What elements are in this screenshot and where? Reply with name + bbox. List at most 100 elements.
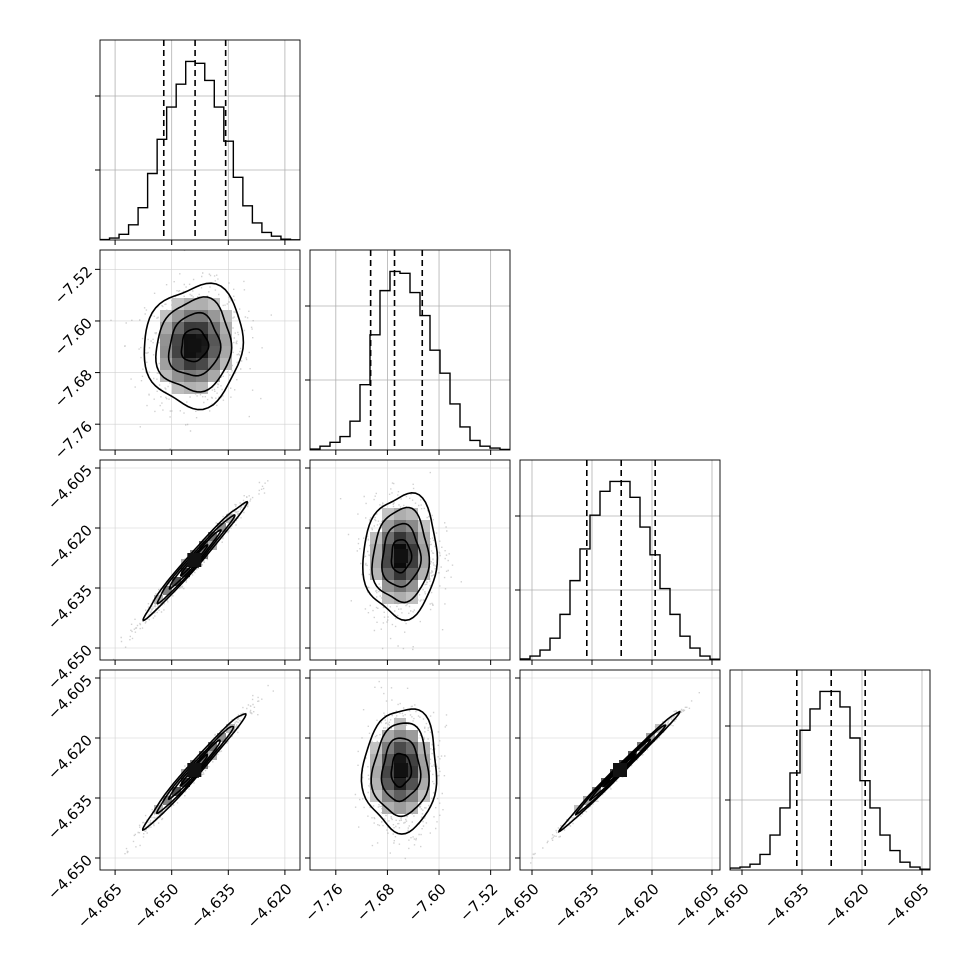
contour-line-2 (156, 514, 236, 605)
density-layer (100, 670, 300, 870)
density-cell (370, 544, 382, 556)
y-tick-label: −7.76 (51, 417, 96, 462)
histogram-panel-0 (95, 39, 301, 245)
density-cell (220, 310, 232, 322)
density-cell (418, 520, 430, 532)
contour-line-2 (574, 724, 667, 816)
density-cell (406, 508, 418, 520)
density-cell (418, 778, 430, 790)
density-cell (196, 358, 208, 370)
density-cell (220, 346, 232, 358)
contour-line-2 (154, 296, 233, 393)
density-cell (181, 769, 190, 778)
density-cell (406, 580, 418, 592)
contour-line-0 (390, 539, 413, 574)
density-cell (226, 724, 235, 733)
density-cell (382, 790, 394, 802)
y-tick-label: −7.68 (51, 366, 96, 411)
contour-panel-3-1 (305, 669, 511, 875)
x-tick-label: −7.68 (353, 880, 398, 925)
density-cell (172, 310, 184, 322)
x-tick-label: −7.76 (301, 880, 346, 925)
y-tick-label: −4.635 (44, 581, 96, 633)
density-cell (406, 730, 418, 742)
axes-frame (99, 669, 301, 871)
density-cell (394, 742, 406, 754)
contour-line-3 (360, 708, 438, 835)
histogram-steps (730, 690, 930, 870)
scatter-points (339, 471, 462, 651)
contour-line-0 (390, 752, 413, 788)
contour-line-2 (370, 722, 430, 818)
histogram-steps (100, 60, 300, 240)
axes-frame (519, 459, 721, 661)
density-cell (370, 742, 382, 754)
y-tick-label: −7.60 (51, 314, 96, 359)
contour-line-3 (361, 491, 439, 622)
x-tick-label: −4.620 (611, 880, 663, 932)
density-cell (406, 754, 418, 766)
contour-panel-3-2 (515, 669, 721, 875)
x-tick-label: −4.635 (761, 880, 813, 932)
density-cell (370, 532, 382, 544)
histogram-steps (310, 270, 510, 450)
density-cell (160, 370, 172, 382)
density-cell (163, 586, 172, 595)
contour-line-0 (179, 544, 209, 577)
density-layer (100, 250, 300, 450)
contour-line-3 (142, 500, 249, 622)
density-cell (406, 802, 418, 814)
density-cell (172, 358, 184, 370)
x-tick-label: −4.635 (551, 880, 603, 932)
density-cell (406, 568, 418, 580)
density-cell (196, 298, 208, 310)
density-peak (187, 553, 202, 567)
x-tick-label: −4.650 (491, 880, 543, 932)
density-peak (393, 549, 408, 563)
density-cell (226, 514, 235, 523)
contour-line-1 (167, 311, 222, 377)
density-cell (217, 523, 226, 532)
contour-panel-2-1 (305, 459, 511, 665)
contour-line-3 (141, 712, 247, 832)
density-cell (172, 334, 184, 346)
contour-line-1 (588, 738, 652, 802)
density-layer (100, 460, 300, 660)
density-layer (520, 670, 720, 870)
axes-frame (729, 669, 931, 871)
y-tick-label: −7.52 (51, 263, 96, 308)
x-tick-label: −4.620 (821, 880, 873, 932)
contour-line-1 (381, 522, 422, 588)
contour-line-1 (167, 739, 221, 801)
y-tick-label: −4.635 (44, 791, 96, 843)
axes-frame (309, 249, 511, 451)
x-tick-label: −4.650 (130, 880, 182, 932)
density-cell (394, 802, 406, 814)
contour-line-2 (155, 725, 235, 815)
density-cell (418, 790, 430, 802)
density-cell (217, 733, 226, 742)
contour-line-3 (143, 282, 245, 411)
density-peak (613, 763, 627, 777)
density-cell (394, 790, 406, 802)
density-cell (208, 334, 220, 346)
histogram-panel-1 (305, 249, 511, 455)
y-tick-label: −4.650 (44, 851, 96, 903)
density-cell (382, 568, 394, 580)
density-cell (220, 334, 232, 346)
density-cell (160, 310, 172, 322)
density-peak (187, 338, 202, 353)
density-cell (382, 778, 394, 790)
histogram-panel-3 (725, 669, 931, 875)
density-cell (208, 298, 220, 310)
contour-panel-1-0 (95, 249, 301, 455)
density-cell (370, 778, 382, 790)
contour-line-0 (180, 328, 210, 363)
density-cell (172, 370, 184, 382)
density-cell (406, 790, 418, 802)
density-peak (187, 763, 202, 777)
histogram-panel-2 (515, 459, 721, 665)
x-tick-label: −4.665 (74, 880, 126, 932)
axes-frame (519, 669, 721, 871)
